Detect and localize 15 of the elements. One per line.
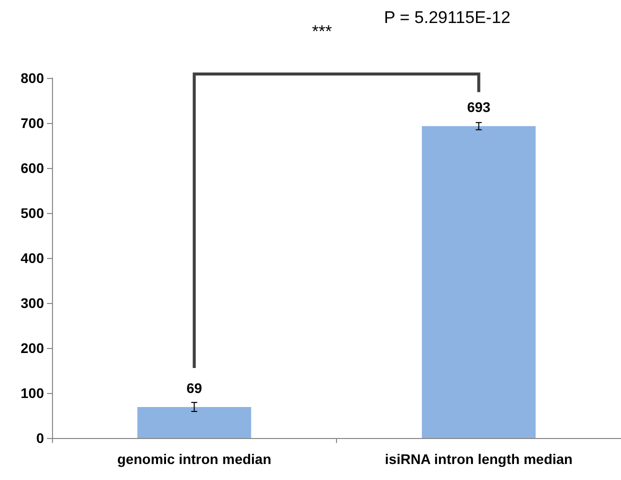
y-tick-label: 400: [20, 250, 44, 266]
data-label: 69: [186, 380, 202, 396]
text: P = 5.29115E-12: [384, 8, 511, 28]
y-tick-label: 0: [36, 430, 44, 446]
data-label: 693: [467, 99, 491, 116]
x-tick-label: genomic intron median: [117, 451, 272, 467]
y-tick-label: 600: [20, 160, 44, 176]
y-tick-label: 800: [20, 70, 44, 86]
y-tick-label: 700: [20, 115, 44, 131]
y-tick-label: 200: [20, 340, 44, 356]
x-tick-label: isiRNA intron length median: [384, 451, 573, 467]
y-tick-label: 100: [20, 385, 44, 401]
text: ***: [312, 22, 332, 42]
y-tick-label: 500: [20, 205, 44, 221]
y-tick-label: 300: [20, 295, 44, 311]
